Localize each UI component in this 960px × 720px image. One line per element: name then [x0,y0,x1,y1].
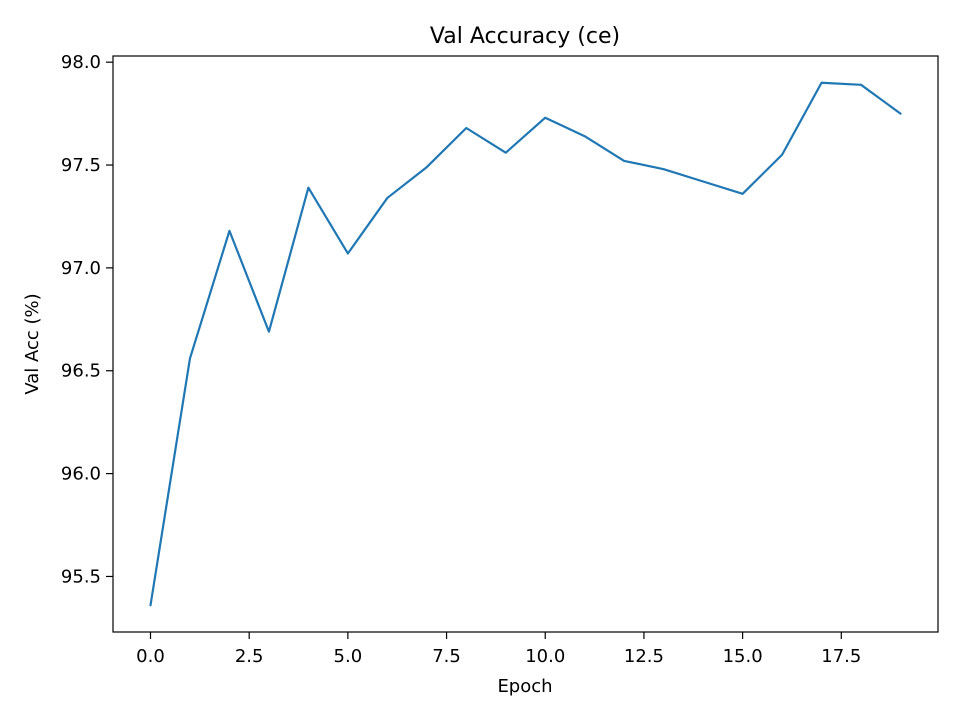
x-tick-label: 12.5 [624,646,664,667]
x-tick-label: 0.0 [136,646,165,667]
series-line [149,81,902,607]
y-tick-label: 97.5 [61,155,101,176]
y-tick-label: 95.5 [61,566,101,587]
series-layer [149,81,902,607]
y-axis: 95.5 96.0 96.5 97.0 97.5 98.0 [61,52,113,587]
x-tick-label: 10.0 [525,646,565,667]
x-axis-label: Epoch [497,676,552,697]
y-tick-label: 96.5 [61,361,101,382]
x-tick-label: 5.0 [334,646,363,667]
y-tick-label: 97.0 [61,258,101,279]
y-tick-label: 96.0 [61,464,101,485]
plot-frame [112,55,939,633]
x-tick-label: 2.5 [235,646,264,667]
y-tick-label: 98.0 [61,52,101,73]
x-axis: 0.0 2.5 5.0 7.5 10.0 12.5 15.0 17.5 [136,632,861,667]
plot-area [112,55,939,633]
x-tick-label: 7.5 [432,646,461,667]
x-tick-label: 17.5 [821,646,861,667]
chart-title: Val Accuracy (ce) [430,24,620,49]
y-axis-label: Val Acc (%) [22,293,43,394]
x-tick-label: 15.0 [723,646,763,667]
